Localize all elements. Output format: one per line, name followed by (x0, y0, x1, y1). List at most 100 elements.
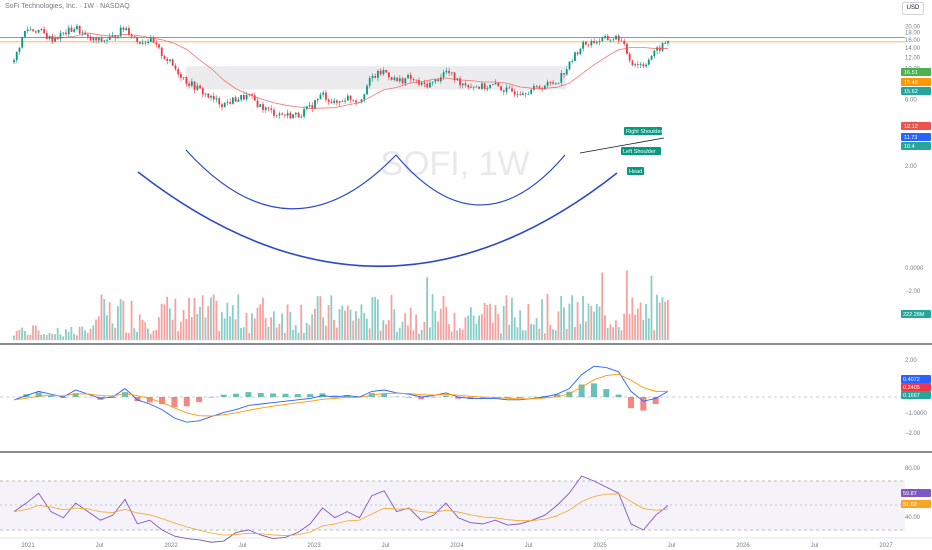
volume-bar (155, 329, 158, 340)
price-overlays (50, 32, 668, 268)
candle-body (642, 64, 645, 67)
volume-bar (21, 327, 24, 340)
candle-body (604, 36, 606, 38)
candle-body (522, 93, 524, 96)
candle-body (15, 51, 18, 60)
candle-body (387, 72, 390, 78)
macd-histogram-bar (257, 392, 264, 397)
volume-bar (248, 333, 251, 340)
indicator-badge-text: 0.4072 (903, 377, 920, 383)
candle-body (330, 101, 333, 103)
volume-bar (371, 297, 374, 340)
volume-bar (303, 332, 305, 340)
volume-bar (620, 330, 623, 340)
candle-body (322, 92, 325, 95)
macd-histogram-bar (134, 397, 141, 402)
volume-bar (29, 334, 32, 340)
volume-bar (26, 335, 29, 340)
macd-histogram-bar (196, 397, 203, 403)
candle-body (579, 48, 582, 55)
volume-bar (590, 305, 593, 340)
candle-body (475, 86, 478, 88)
macd-histogram-bar (541, 395, 548, 397)
volume-bar (220, 311, 223, 340)
volume-bar (242, 327, 245, 340)
candle-body (163, 56, 166, 59)
volume-bar (207, 305, 210, 340)
indicator-badge-text: 51.02 (903, 502, 917, 508)
candle-body (92, 37, 95, 41)
candle-body (218, 98, 221, 105)
volume-bar (346, 305, 349, 340)
candle-body (133, 36, 136, 38)
candle-body (576, 52, 579, 55)
candle-body (95, 37, 97, 41)
volume-bar (335, 327, 338, 340)
time-tick-label: 2024 (450, 543, 464, 549)
candle-body (461, 83, 464, 86)
candle-body (234, 97, 237, 102)
candle-body (530, 89, 533, 94)
volume-bar (316, 296, 319, 340)
volume-bar (204, 317, 207, 340)
candle-body (24, 31, 26, 37)
price-tick-label: 14.00 (905, 46, 921, 52)
volume-bar (439, 308, 442, 340)
rsi-panel (13, 475, 669, 543)
volume-bar (524, 330, 527, 340)
macd-histogram-bar (652, 397, 659, 405)
candle-body (664, 43, 667, 44)
candle-body (524, 93, 527, 95)
candle-body (650, 56, 653, 60)
volume-bar (141, 319, 144, 340)
macd-histogram-bar (208, 397, 215, 398)
volume-bar (467, 315, 470, 340)
time-tick-label: Jul (382, 543, 390, 549)
pane-frames (0, 343, 932, 539)
volume-bar (363, 312, 366, 340)
watermark-text: SOFI, 1W (380, 145, 529, 183)
candle-body (445, 70, 448, 73)
volume-bar (64, 329, 67, 340)
currency-button[interactable]: USD (902, 2, 924, 15)
volume-bar (160, 303, 163, 340)
volume-bar (297, 332, 300, 340)
volume-bar (237, 294, 240, 340)
candle-body (628, 53, 631, 61)
volume-bar (609, 324, 612, 340)
volume-bar (223, 318, 226, 340)
candle-body (48, 35, 51, 39)
candle-body (125, 28, 128, 30)
volume-bar (18, 329, 21, 340)
volume-bar (97, 316, 100, 340)
volume-bar (352, 320, 355, 340)
candle-body (494, 82, 497, 85)
candle-body (256, 100, 259, 108)
candle-body (311, 105, 314, 109)
volume-bar (138, 314, 141, 340)
volume-bar (401, 321, 404, 340)
volume-bar (108, 302, 111, 340)
volume-bar (319, 296, 322, 340)
volume-bar (344, 310, 346, 340)
candle-body (262, 104, 264, 110)
volume-bar (67, 331, 70, 340)
volume-bar (89, 328, 92, 340)
volume-bar (541, 299, 543, 340)
indicator-badge (901, 500, 931, 508)
candle-body (355, 100, 357, 103)
candle-body (59, 32, 62, 39)
candle-body (661, 43, 664, 51)
candle-body (538, 86, 541, 89)
volume-bar (226, 302, 229, 340)
volume-bar (300, 304, 303, 340)
candle-body (147, 41, 149, 43)
price-tick-label: 12.00 (905, 55, 921, 61)
candle-body (174, 65, 177, 70)
volume-bar (513, 317, 516, 340)
macd-histogram-bar (220, 394, 227, 397)
volume-bar (491, 322, 494, 340)
volume-bar (365, 318, 368, 340)
candle-body (407, 75, 409, 79)
